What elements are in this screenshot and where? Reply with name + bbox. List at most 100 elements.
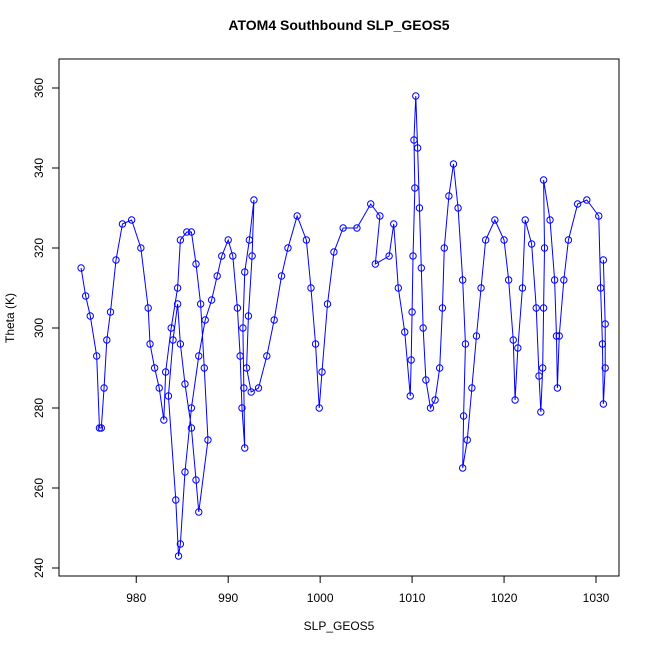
data-point [553,384,562,392]
data-point [229,252,237,260]
data-point [376,212,384,220]
data-point [81,292,90,300]
data-point [546,216,554,224]
data-point [137,244,145,252]
data-point [181,468,189,476]
data-point [307,284,315,292]
data-point [196,300,205,308]
data-point [233,304,242,312]
data-point [323,300,332,308]
data-point [491,216,499,224]
data-point [169,336,177,344]
data-point [406,392,414,400]
data-point [527,240,536,248]
data-point [244,312,253,320]
data-point [539,176,548,184]
x-tick-label: 980 [126,591,146,605]
data-point [394,284,403,292]
data-point [415,204,424,212]
data-point [564,236,573,244]
data-point [598,340,607,348]
x-axis-label: SLP_GEOS5 [304,619,375,633]
data-point [311,340,320,348]
data-point [183,228,191,236]
data-point [176,540,185,548]
data-point [103,336,111,344]
data-point [390,220,398,228]
data-point [449,160,458,168]
data-point [560,276,568,284]
data-point [330,248,338,256]
data-point [127,216,136,224]
y-tick-label: 240 [32,558,46,578]
data-point [407,356,415,364]
data-point [500,236,508,244]
data-point [583,196,591,204]
data-point [187,424,196,432]
data-point [410,136,418,144]
data-point [200,364,208,372]
data-point [318,368,326,376]
data-point [195,352,203,360]
data-point [277,272,286,280]
data-point [192,260,200,268]
data-line [80,95,606,557]
data-point [555,332,563,340]
data-point [550,276,559,284]
data-point [161,368,170,376]
data-point [599,256,608,264]
data-point [461,340,470,348]
data-point [472,332,481,340]
data-point [239,324,247,332]
data-point [596,284,605,292]
data-point [173,300,182,308]
data-point [438,304,447,312]
x-tick-label: 1030 [583,591,610,605]
y-tick-label: 360 [32,78,46,98]
data-point [86,312,94,320]
data-point [539,304,548,312]
data-point [409,252,417,260]
data-point [204,436,212,444]
data-point [339,224,347,232]
data-point [401,328,409,336]
data-point [201,316,209,324]
data-point [468,384,476,392]
data-point [173,284,182,292]
y-tick-label: 280 [32,398,46,418]
data-point [192,476,200,484]
data-point [181,380,189,388]
data-point [106,308,115,316]
data-point [241,268,249,276]
data-point [238,404,246,412]
data-point [164,392,173,400]
data-point [573,200,582,208]
data-point [195,508,203,516]
data-point [218,252,226,260]
data-point [521,216,529,224]
y-tick-label: 260 [32,478,46,498]
data-point [176,340,185,348]
data-point [440,244,448,252]
data-point [535,372,543,380]
data-point [463,436,471,444]
data-point [160,416,168,424]
data-point [477,284,485,292]
data-point [408,308,416,316]
data-point [150,364,159,372]
data-point [242,364,251,372]
data-point [93,352,101,360]
data-point [97,424,105,432]
data-point [426,404,435,412]
data-point [413,144,422,152]
y-axis-label: Theta (K) [3,293,17,343]
y-tick-label: 300 [32,318,46,338]
chart-title: ATOM4 Southbound SLP_GEOS5 [228,17,449,33]
data-point [458,276,467,284]
data-point [431,396,439,404]
data-point [224,236,232,244]
plot-frame [58,58,620,577]
data-point [367,200,375,208]
data-point [511,396,519,404]
